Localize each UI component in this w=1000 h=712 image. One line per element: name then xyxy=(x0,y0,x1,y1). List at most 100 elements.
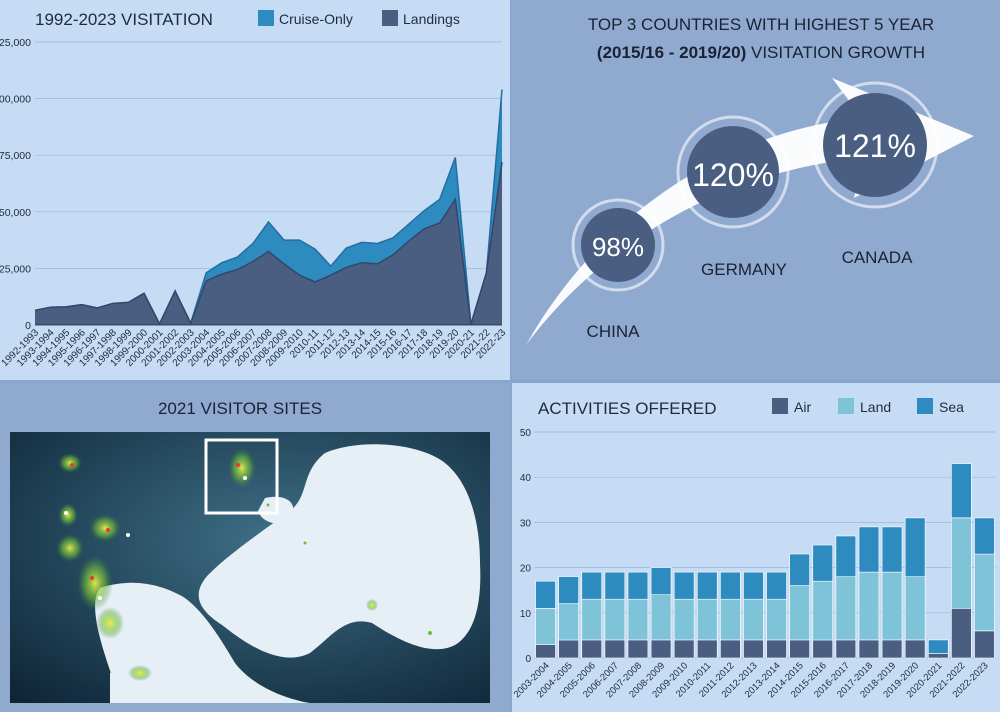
activities-chart: ACTIVITIES OFFERED Air Land Sea 0 10 20 30 4… xyxy=(512,398,996,700)
visitation-y-tick: 100,000 xyxy=(0,94,31,106)
germany-label: GERMANY xyxy=(701,260,787,279)
bar-air-2005-2006 xyxy=(581,639,603,659)
bar-sea-2005-2006 xyxy=(581,571,603,600)
bar-sea-2009-2010 xyxy=(673,571,695,600)
bar-sea-2010-2011 xyxy=(697,571,718,600)
visitation-panel: 1992-2023 VISITATION Cruise-Only Landing… xyxy=(0,0,510,380)
china-pct: 98% xyxy=(592,232,644,262)
china-label: CHINA xyxy=(587,322,641,341)
bar-land-2013-2014 xyxy=(766,598,787,641)
china-circle xyxy=(581,208,655,282)
activities-y-tick: 20 xyxy=(520,564,532,575)
legend-label-cruise: Cruise-Only xyxy=(279,11,353,27)
bar-sea-2013-2014 xyxy=(766,571,787,600)
bar-land-2007-2008 xyxy=(627,598,649,641)
bar-sea-2021-2022 xyxy=(951,463,972,519)
bar-land-2022-2023 xyxy=(974,553,995,632)
bar-air-2010-2011 xyxy=(697,639,718,659)
bar-sea-2003-2004 xyxy=(535,580,556,609)
bar-air-2012-2013 xyxy=(743,639,764,659)
bar-air-2011-2012 xyxy=(720,639,741,659)
bar-land-2011-2012 xyxy=(720,598,741,641)
bar-air-2022-2023 xyxy=(974,630,995,659)
bar-land-2006-2007 xyxy=(604,598,626,641)
bar-sea-2022-2023 xyxy=(974,517,995,555)
bar-land-2021-2022 xyxy=(951,517,972,609)
growth-panel: TOP 3 COUNTRIES WITH HIGHEST 5 YEAR (201… xyxy=(512,0,1000,380)
landings-line xyxy=(34,161,503,326)
bar-sea-2004-2005 xyxy=(558,576,579,605)
bar-land-2019-2020 xyxy=(904,576,926,641)
bar-sea-2018-2019 xyxy=(881,526,903,573)
germany-pct: 120% xyxy=(692,157,774,193)
bar-land-2009-2010 xyxy=(673,598,695,641)
bar-land-2010-2011 xyxy=(697,598,718,641)
legend-swatch-air xyxy=(772,398,788,414)
bar-air-2004-2005 xyxy=(558,639,579,659)
germany-ring xyxy=(676,115,790,229)
bar-air-2018-2019 xyxy=(881,639,903,659)
legend-label-air: Air xyxy=(794,399,811,415)
visitor-site-hotspots xyxy=(56,448,432,681)
growth-infographic: TOP 3 COUNTRIES WITH HIGHEST 5 YEAR (201… xyxy=(526,15,974,345)
bar-air-2016-2017 xyxy=(835,639,857,659)
growth-title-line2: (2015/16 - 2019/20) VISITATION GROWTH xyxy=(597,43,925,62)
growth-period: (2015/16 - 2019/20) xyxy=(597,43,746,62)
bar-air-2013-2014 xyxy=(766,639,787,659)
canada-circle xyxy=(823,93,927,197)
legend-swatch-cruise xyxy=(258,10,274,26)
visitation-y-tick: 25,000 xyxy=(0,263,31,275)
bar-air-2007-2008 xyxy=(627,639,649,659)
visitation-y-tick: 75,000 xyxy=(0,150,31,162)
canada-label: CANADA xyxy=(842,248,914,267)
bar-air-2006-2007 xyxy=(604,639,626,659)
bar-sea-2016-2017 xyxy=(835,535,857,578)
visitation-title: 1992-2023 VISITATION xyxy=(35,10,213,29)
bar-sea-2012-2013 xyxy=(743,571,764,600)
bar-sea-2007-2008 xyxy=(627,571,649,600)
bar-land-2017-2018 xyxy=(858,571,880,641)
visitation-y-tick: 50,000 xyxy=(0,207,31,219)
canada-pct: 121% xyxy=(834,128,916,164)
legend-label-landings: Landings xyxy=(403,11,460,27)
bar-air-2003-2004 xyxy=(535,644,556,659)
visitation-chart: 1992-2023 VISITATION Cruise-Only Landing… xyxy=(0,10,508,369)
map-highlight-box xyxy=(204,438,279,515)
legend-swatch-sea xyxy=(917,398,933,414)
activities-y-tick: 30 xyxy=(520,518,532,529)
bar-land-2004-2005 xyxy=(558,603,579,641)
bar-sea-2020-2021 xyxy=(927,639,949,654)
visitor-sites-map: 2021 VISITOR SITES xyxy=(10,399,490,703)
bar-land-2003-2004 xyxy=(535,608,556,645)
bar-air-2008-2009 xyxy=(650,639,672,659)
bar-air-2009-2010 xyxy=(673,639,695,659)
bar-land-2012-2013 xyxy=(743,598,764,641)
bar-land-2005-2006 xyxy=(581,598,603,641)
bar-sea-2008-2009 xyxy=(650,567,672,596)
bar-sea-2017-2018 xyxy=(858,526,880,573)
bar-air-2015-2016 xyxy=(812,639,833,659)
activities-panel: ACTIVITIES OFFERED Air Land Sea 0 10 20 30 4… xyxy=(512,383,1000,712)
bar-air-2020-2021 xyxy=(927,653,949,659)
legend-swatch-landings xyxy=(382,10,398,26)
activities-y-tick: 40 xyxy=(520,473,532,484)
map-panel: 2021 VISITOR SITES xyxy=(0,383,510,712)
bar-air-2014-2015 xyxy=(789,639,810,659)
bar-sea-2014-2015 xyxy=(789,553,810,586)
china-ring xyxy=(571,198,665,292)
activities-title: ACTIVITIES OFFERED xyxy=(538,399,717,418)
bar-air-2021-2022 xyxy=(951,608,972,659)
canada-ring xyxy=(811,81,939,209)
bar-land-2015-2016 xyxy=(812,580,833,641)
bar-sea-2015-2016 xyxy=(812,544,833,582)
legend-label-sea: Sea xyxy=(939,399,964,415)
germany-circle xyxy=(687,126,779,218)
bar-sea-2011-2012 xyxy=(720,571,741,600)
visitation-y-tick: 0 xyxy=(25,320,31,332)
growth-title-line1: TOP 3 COUNTRIES WITH HIGHEST 5 YEAR xyxy=(588,15,934,34)
activities-y-tick: 0 xyxy=(525,654,531,665)
bar-air-2019-2020 xyxy=(904,639,926,659)
legend-swatch-land xyxy=(838,398,854,414)
bar-sea-2006-2007 xyxy=(604,571,626,600)
visitation-y-tick: 125,000 xyxy=(0,37,31,49)
